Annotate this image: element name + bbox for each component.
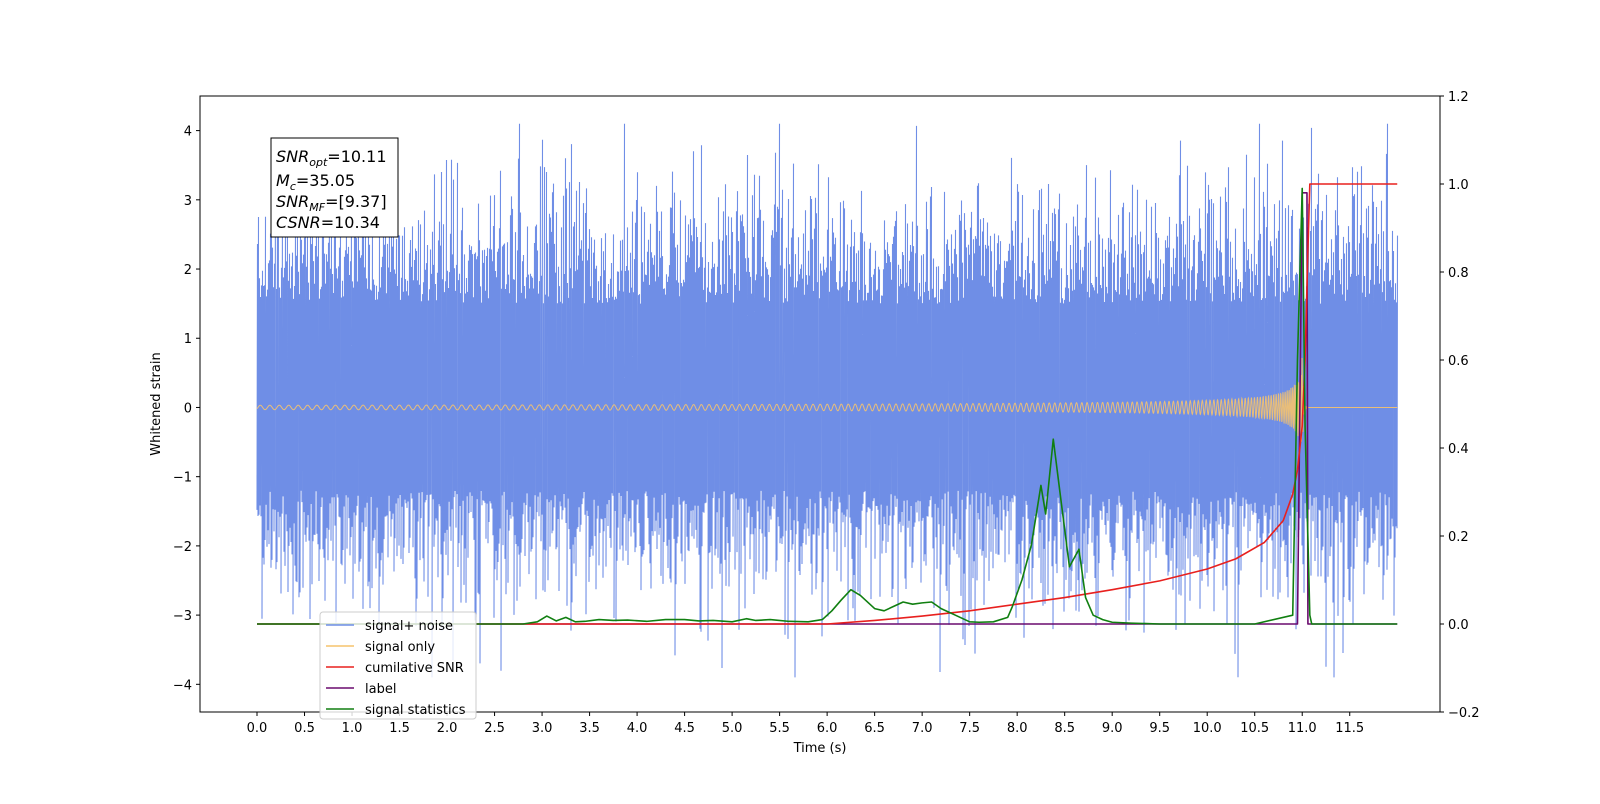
x-tick-label: 4.0 [627, 721, 648, 736]
y-tick-label: 0 [184, 401, 192, 416]
x-tick-label: 0.5 [294, 721, 315, 736]
y-axis-left: −4 −3 −2 −1 0 1 2 3 4 [173, 125, 200, 693]
x-tick-label: 11.5 [1335, 721, 1364, 736]
x-tick-label: 5.5 [769, 721, 790, 736]
y-tick-label: 2 [184, 263, 192, 278]
x-tick-label: 1.0 [342, 721, 363, 736]
y-axis-label: Whitened strain [149, 352, 164, 455]
annotation-snr-opt: SNRopt=10.11 [276, 147, 387, 169]
x-tick-label: 5.0 [722, 721, 743, 736]
x-tick-label: 0.0 [247, 721, 268, 736]
x-tick-label: 10.0 [1193, 721, 1222, 736]
y2-tick-label: 0.8 [1448, 266, 1469, 281]
x-axis: 0.0 0.5 1.0 1.5 2.0 2.5 3.0 3.5 4.0 4.5 5.0 5.5 6.0 6… [247, 712, 1364, 736]
x-tick-label: 3.5 [579, 721, 600, 736]
series-signal-noise-line [256, 123, 1399, 678]
x-tick-label: 11.0 [1288, 721, 1317, 736]
series-signal-statistics-line [257, 187, 1398, 625]
x-tick-label: 9.5 [1149, 721, 1170, 736]
plot-area [256, 123, 1399, 678]
legend-label-signal_noise: signal+ noise [365, 619, 453, 634]
annotation-snr-mf: SNRMF=[9.37] [276, 192, 387, 214]
x-tick-label: 3.0 [532, 721, 553, 736]
y2-tick-label: −0.2 [1448, 706, 1480, 721]
legend-frame [319, 611, 477, 720]
y-tick-label: 3 [184, 194, 192, 209]
x-tick-label: 6.0 [817, 721, 838, 736]
x-tick-label: 4.5 [674, 721, 695, 736]
legend: signal+ noise signal only cumilative SNR la… [319, 611, 477, 720]
x-tick-label: 9.0 [1102, 721, 1123, 736]
legend-label-cumilative_snr: cumilative SNR [365, 661, 464, 676]
x-axis-label: Time (s) [793, 741, 847, 756]
x-tick-label: 6.5 [864, 721, 885, 736]
plot-frame [199, 95, 1441, 713]
y-tick-label: −1 [173, 471, 192, 486]
annotation-csnr: CSNR=10.34 [276, 213, 380, 232]
legend-label-signal_only: signal only [365, 640, 435, 655]
y2-tick-label: 0.6 [1448, 354, 1469, 369]
annotation-mc: Mc=35.05 [276, 171, 355, 193]
y-tick-label: 1 [184, 332, 192, 347]
y-tick-label: −2 [173, 540, 192, 555]
legend-label-signal_statistics: signal statistics [365, 703, 466, 718]
series-signal-only-line [256, 357, 1398, 443]
x-tick-label: 2.0 [437, 721, 458, 736]
y-tick-label: −4 [173, 678, 192, 693]
y2-tick-label: 1.0 [1448, 178, 1469, 193]
annotation-box: SNRopt=10.11 Mc=35.05 SNRMF=[9.37] CSNR=… [270, 137, 399, 238]
y2-tick-label: 1.2 [1448, 90, 1469, 105]
x-tick-label: 2.5 [484, 721, 505, 736]
y2-tick-label: 0.4 [1448, 442, 1469, 457]
y-tick-label: 4 [184, 125, 192, 140]
x-tick-label: 1.5 [389, 721, 410, 736]
x-tick-label: 8.0 [1007, 721, 1028, 736]
legend-label-label: label [365, 682, 396, 697]
x-tick-label: 7.0 [912, 721, 933, 736]
y-axis-right: −0.2 0.0 0.2 0.4 0.6 0.8 1.0 1.2 [1440, 90, 1480, 721]
x-tick-label: 10.5 [1240, 721, 1269, 736]
x-tick-label: 8.5 [1054, 721, 1075, 736]
x-tick-label: 7.5 [959, 721, 980, 736]
y2-tick-label: 0.0 [1448, 618, 1469, 633]
y2-tick-label: 0.2 [1448, 530, 1469, 545]
y-tick-label: −3 [173, 609, 192, 624]
